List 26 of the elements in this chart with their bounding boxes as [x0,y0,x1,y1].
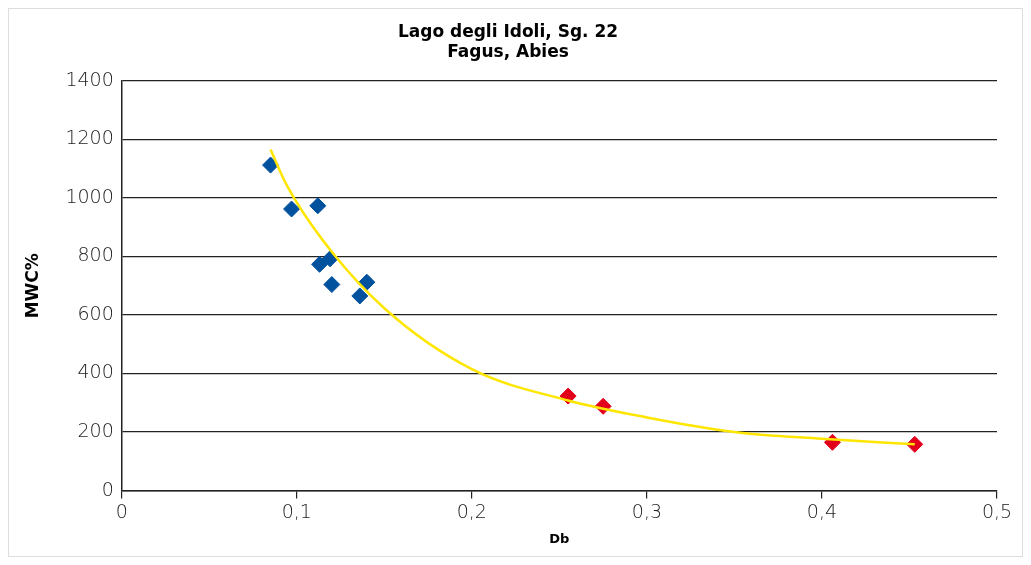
y-tick-label: 1200 [65,126,114,149]
text: Fagus, Abies [447,41,569,62]
y-tick-label: 800 [77,243,114,266]
point [323,276,341,294]
point [321,250,339,268]
x-tick-label: 0 [115,499,128,522]
y-tick-label: 1400 [65,67,114,90]
x-tick-label: 0,2 [456,499,487,522]
y-tick-label: 400 [77,360,114,383]
point [262,156,280,174]
point [351,287,369,305]
y-tick-label: 200 [77,418,114,441]
y-tick-label: 1000 [65,184,114,207]
x-tick-label: 0,1 [281,499,312,522]
x-tick-label: 0,4 [806,499,838,522]
y-tick-label: 0 [101,477,114,500]
point [358,273,376,291]
x-axis-title: Db [549,530,570,546]
y-axis-title: MWC% [21,253,42,319]
point [311,255,329,273]
x-tick-label: 0,3 [631,499,663,522]
y-tick-label: 600 [77,301,114,324]
text: Lago degli Idoli, Sg. 22 [397,20,619,41]
point [283,200,301,218]
x-tick-label: 0,5 [981,499,1013,522]
point [309,197,327,215]
